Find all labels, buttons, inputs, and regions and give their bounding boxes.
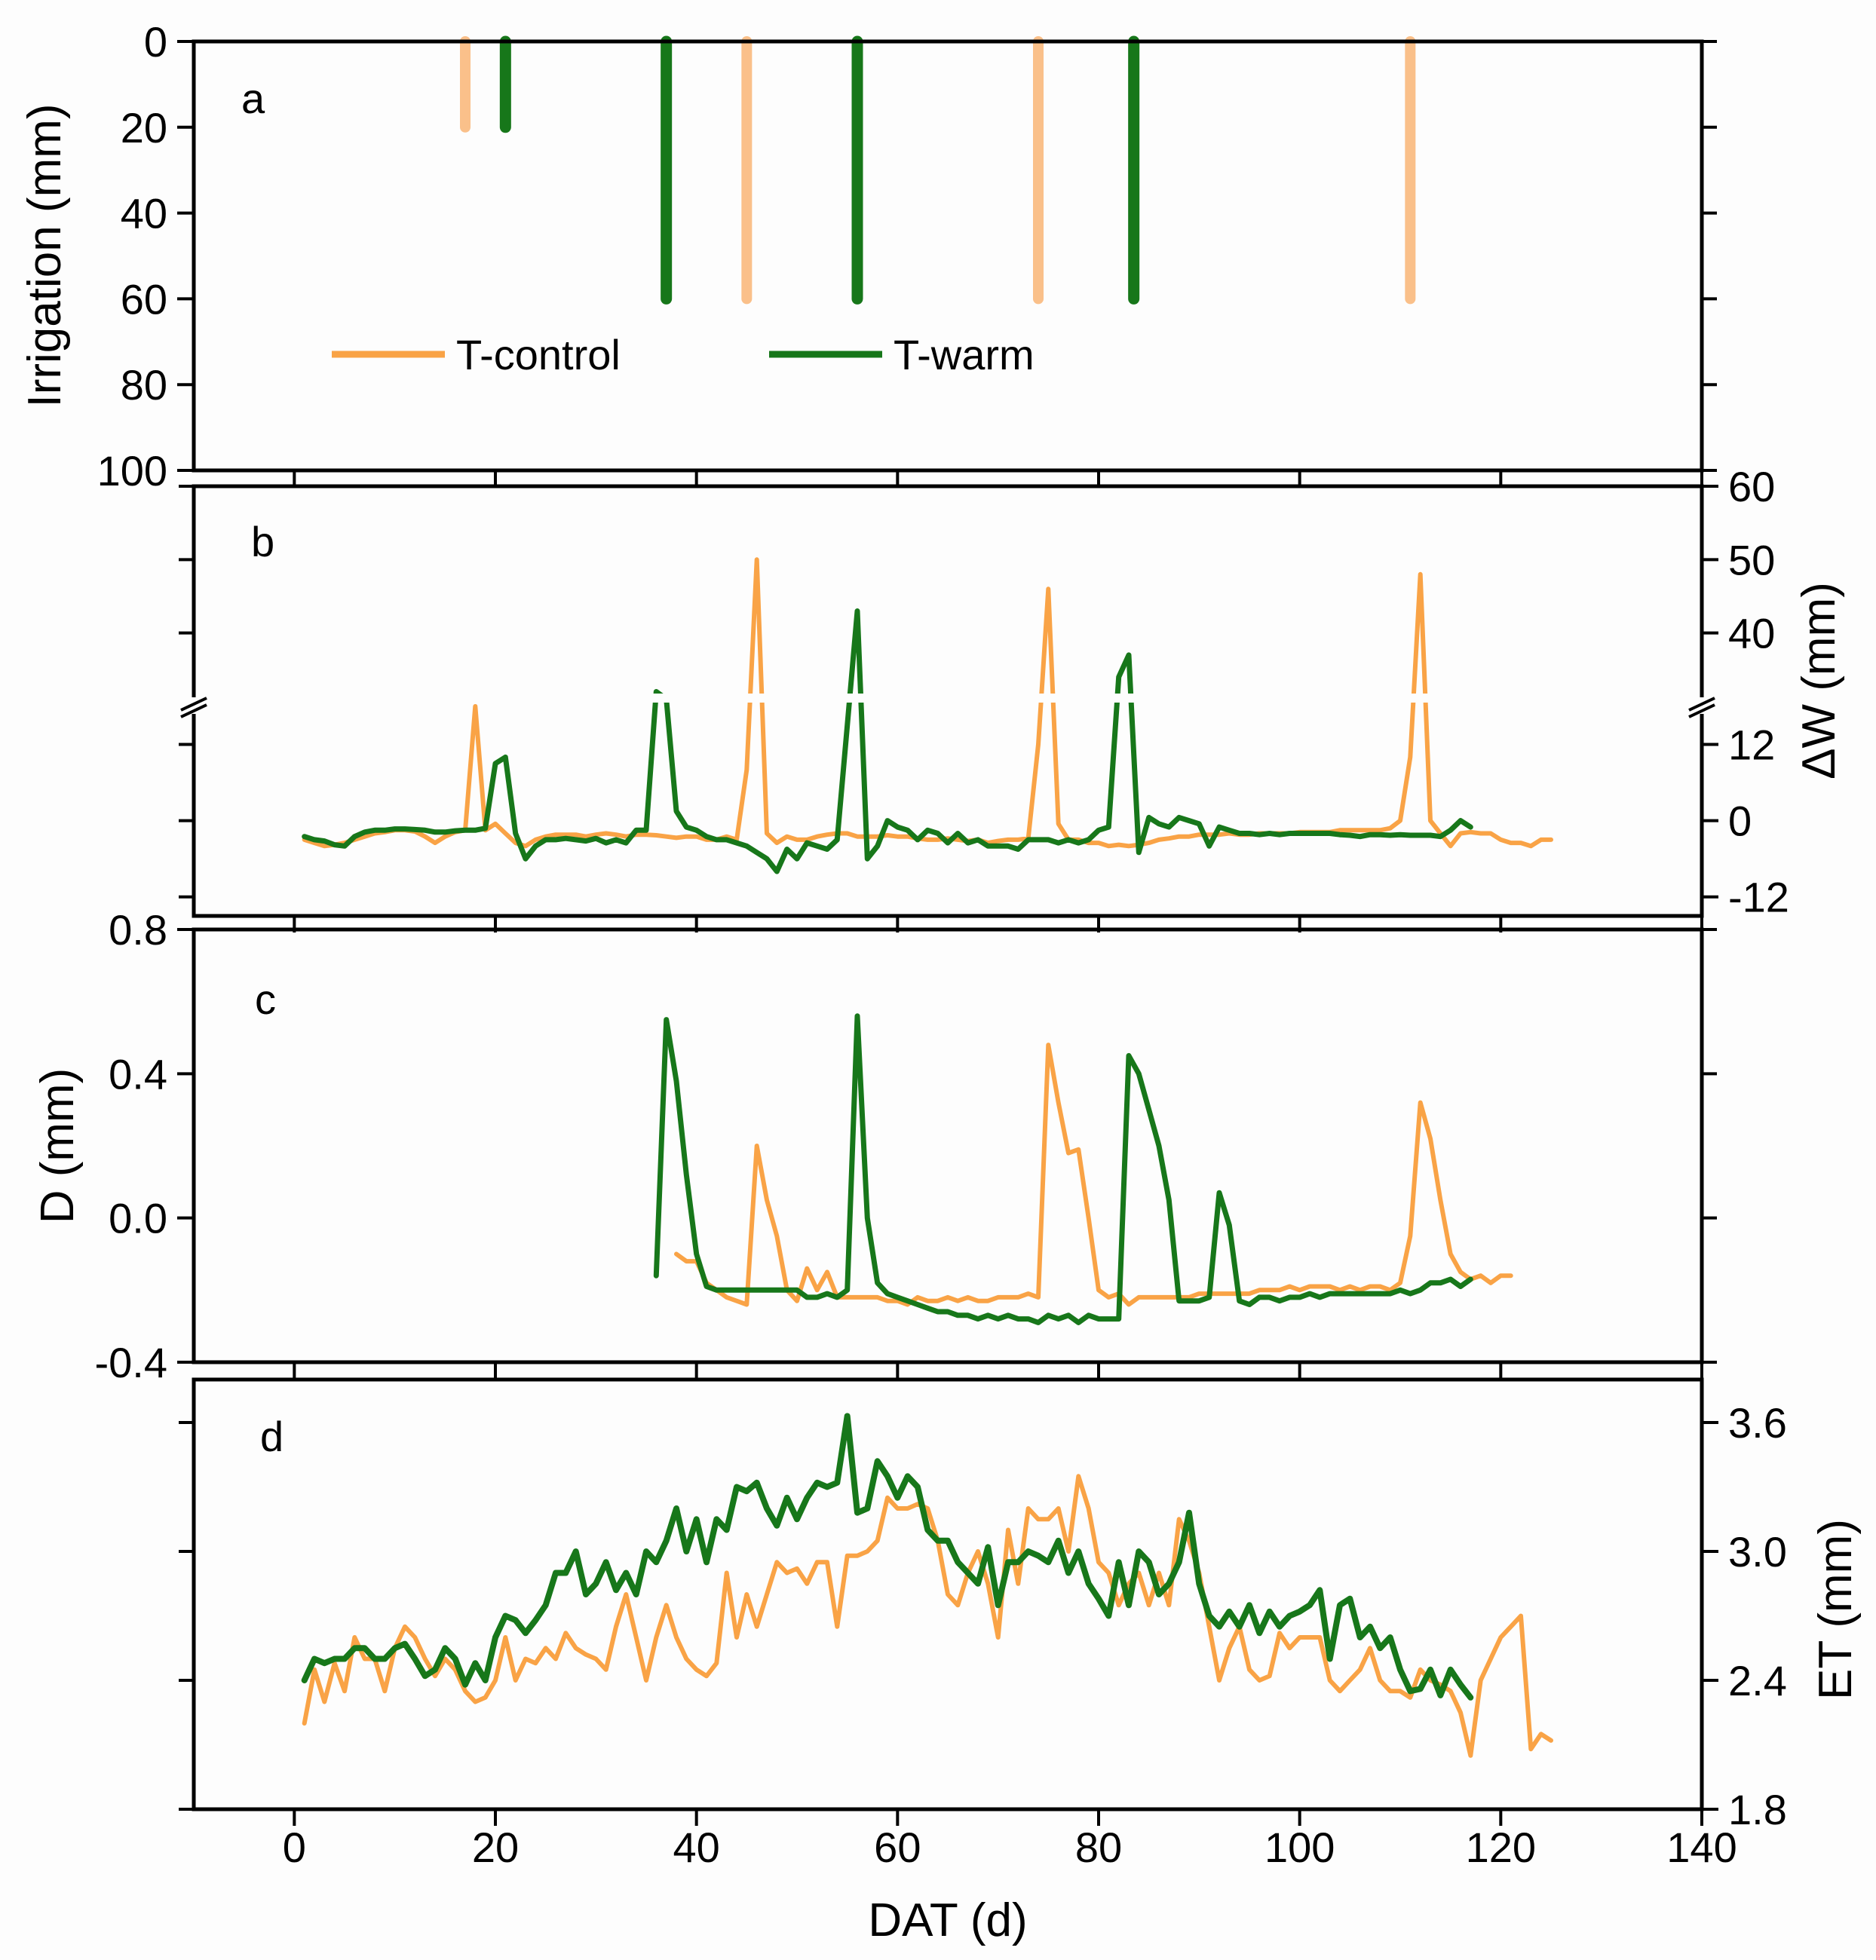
panel-b-letter: b <box>251 518 274 565</box>
y-tick-label: 40 <box>121 190 167 237</box>
x-tick-label: 120 <box>1466 1824 1536 1871</box>
x-tick-label: 140 <box>1666 1824 1737 1871</box>
series-line-warm <box>653 1013 1473 1325</box>
panel-b-axis-break <box>180 697 1715 718</box>
y-tick-label: 12 <box>1728 721 1775 769</box>
y-tick-label: 3.6 <box>1728 1399 1787 1447</box>
legend: T-control T-warm <box>332 331 1035 378</box>
panel-d-y-title: ET (mm) <box>1810 1519 1862 1700</box>
panel-c-letter: c <box>255 975 276 1023</box>
panel-a-y-axis: 0 20 40 60 80 100 <box>97 18 1717 495</box>
y-tick-label: 80 <box>121 361 167 409</box>
series-line-control <box>302 1474 1553 1758</box>
panel-c: -0.4 0.0 0.4 0.8 c D (mm) <box>32 906 1717 1386</box>
y-tick-label: 0 <box>144 18 167 66</box>
panel-b: -12 0 12 40 50 60 b ΔW (mm) <box>179 463 1845 921</box>
y-tick-label: 0 <box>1728 798 1752 845</box>
y-tick-label: 0.4 <box>109 1050 167 1098</box>
y-tick-label: -12 <box>1728 874 1789 921</box>
y-tick-label: -0.4 <box>95 1339 168 1386</box>
series-line-warm <box>301 1413 1474 1701</box>
y-tick-label: 60 <box>121 275 167 323</box>
x-axis: 0 20 40 60 80 100 120 140 <box>283 470 1737 1871</box>
panel-d: 1.8 2.4 3.0 3.6 d ET (mm) <box>179 1377 1862 1833</box>
x-tick-label: 60 <box>874 1824 921 1871</box>
y-tick-label: 3.0 <box>1728 1528 1787 1576</box>
panel-b-y-axis: -12 0 12 40 50 60 <box>179 463 1789 921</box>
legend-control-label: T-control <box>456 331 621 378</box>
panel-c-frame <box>192 927 1704 1364</box>
series-line-control <box>674 1043 1513 1307</box>
y-tick-label: 40 <box>1728 610 1775 657</box>
y-tick-label: 0.0 <box>109 1195 167 1242</box>
panel-d-plot <box>301 1413 1553 1758</box>
x-axis-title: DAT (d) <box>868 1894 1027 1946</box>
y-tick-label: 2.4 <box>1728 1657 1787 1704</box>
x-tick-label: 80 <box>1075 1824 1122 1871</box>
panel-b-plot <box>196 557 1700 874</box>
panel-b-y-title: ΔW (mm) <box>1793 582 1845 779</box>
y-tick-label: 0.8 <box>109 906 167 954</box>
series-line-control <box>302 557 1553 849</box>
panel-c-y-title: D (mm) <box>32 1068 84 1224</box>
series-line-warm <box>302 608 1473 874</box>
y-tick-label: 1.8 <box>1728 1786 1787 1833</box>
axis-break-gap <box>196 694 1700 703</box>
x-tick-label: 20 <box>472 1824 519 1871</box>
panel-d-y-axis: 1.8 2.4 3.0 3.6 <box>179 1399 1787 1833</box>
panel-a: 0 20 40 60 80 100 a Irrigation (mm) T-control… <box>19 18 1717 495</box>
panel-d-letter: d <box>260 1413 284 1460</box>
panel-d-frame <box>192 1377 1704 1811</box>
panel-a-frame <box>192 39 1704 473</box>
legend-warm-label: T-warm <box>894 331 1035 378</box>
y-tick-label: 20 <box>121 104 167 152</box>
y-tick-label: 100 <box>97 447 167 495</box>
x-tick-label: 100 <box>1264 1824 1335 1871</box>
panel-a-plot <box>460 35 1416 305</box>
y-tick-label: 50 <box>1728 536 1775 583</box>
panel-c-y-axis: -0.4 0.0 0.4 0.8 <box>95 906 1717 1386</box>
x-tick-label: 40 <box>673 1824 720 1871</box>
panel-c-plot <box>653 1013 1513 1325</box>
y-tick-label: 60 <box>1728 463 1775 510</box>
panel-a-y-title: Irrigation (mm) <box>19 103 71 407</box>
x-tick-label: 0 <box>283 1824 306 1871</box>
panel-a-letter: a <box>241 75 265 122</box>
